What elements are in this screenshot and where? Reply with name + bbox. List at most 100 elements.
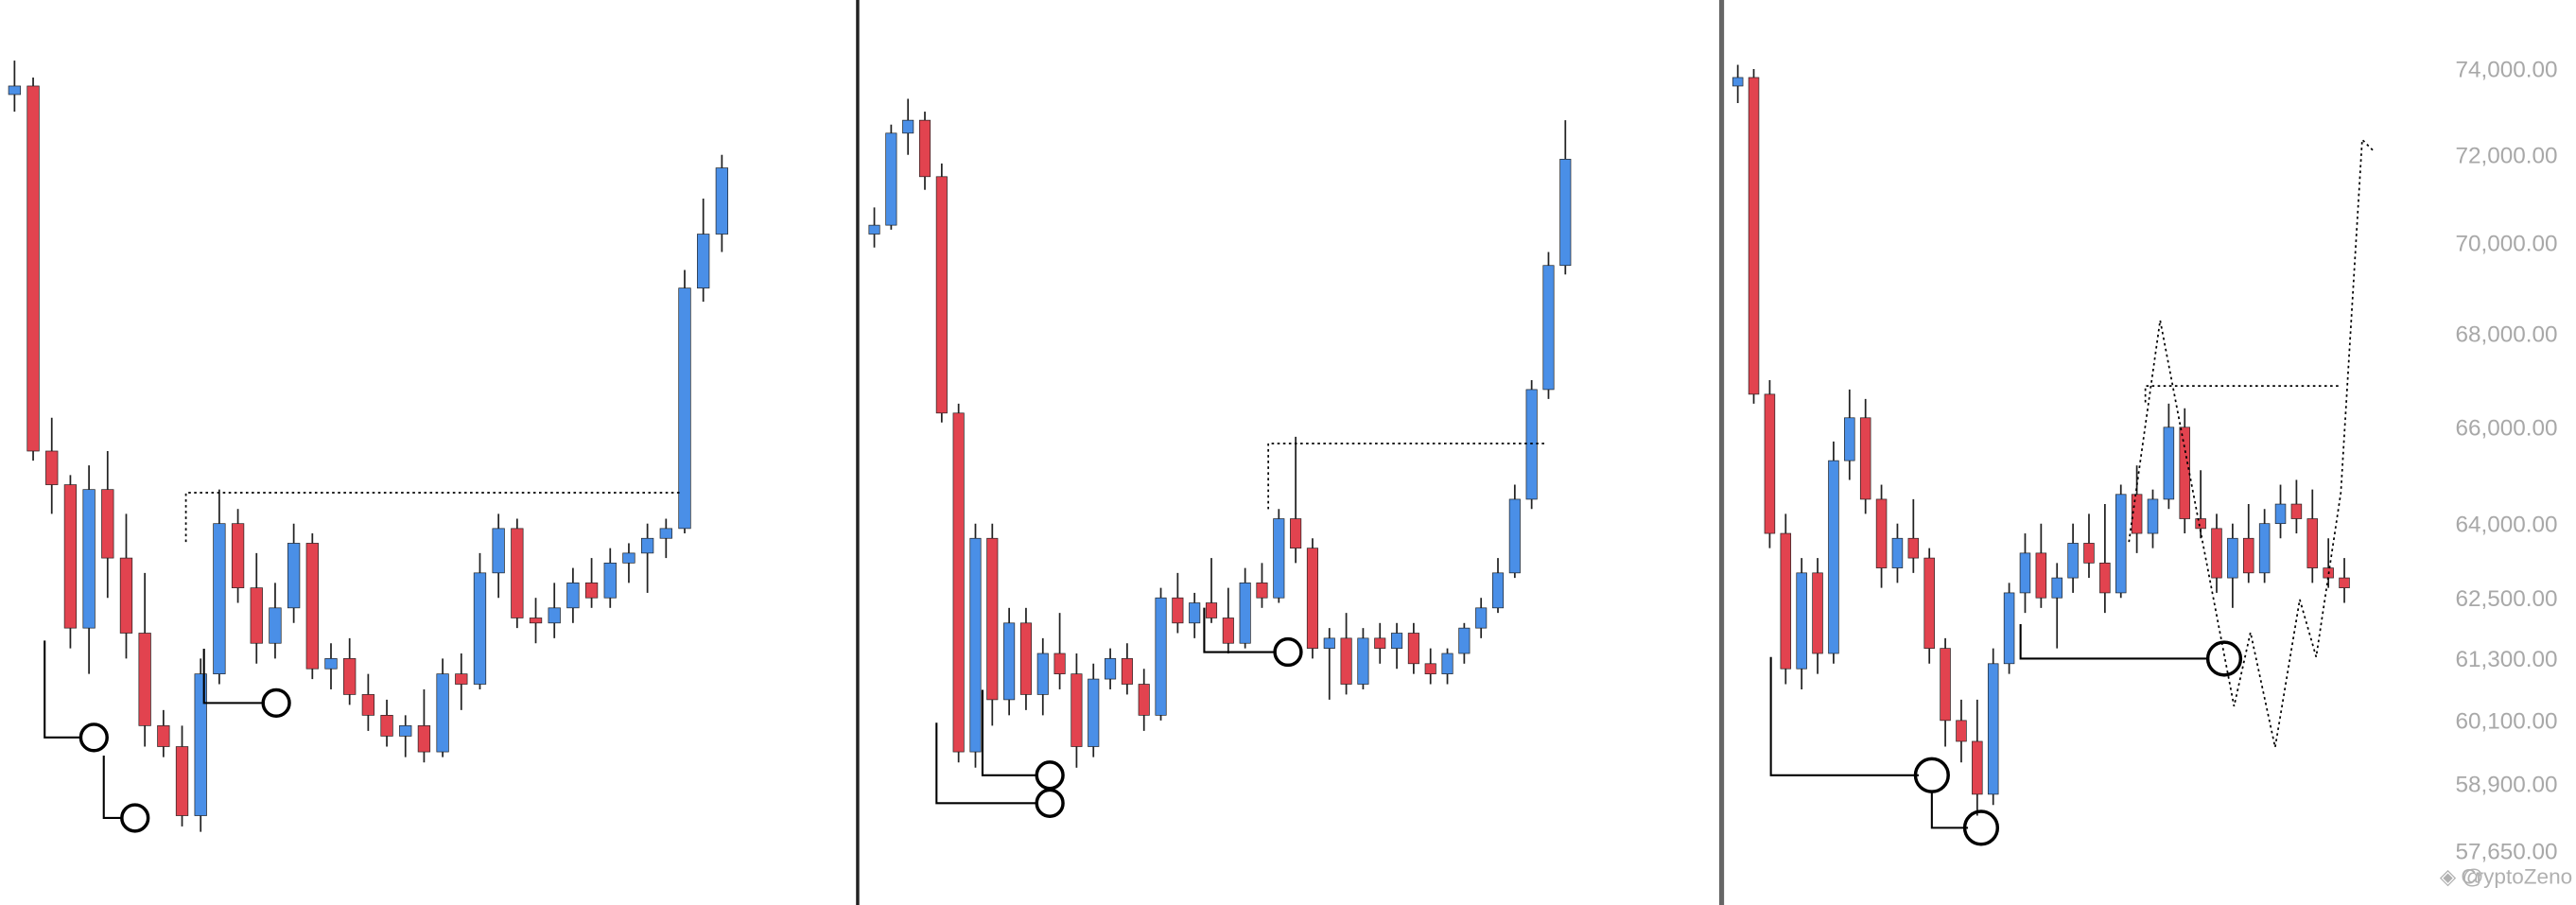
y-tick-label: 60,100.00 (2455, 709, 2557, 735)
candle-body (935, 176, 948, 414)
candle-body (2035, 552, 2047, 599)
candle-body (1458, 627, 1471, 654)
candle-body (1003, 622, 1016, 701)
annotation-dotted (184, 492, 683, 543)
candle-body (63, 484, 78, 629)
candle-body (82, 489, 96, 629)
candle-body (1972, 740, 1983, 795)
candle-body (157, 725, 170, 747)
candle-body (1105, 658, 1117, 680)
projection-path (2128, 137, 2375, 748)
candle-body (1780, 532, 1792, 670)
candle-body (1987, 663, 1999, 795)
candle-body (1053, 653, 1066, 674)
candle-body (1205, 602, 1218, 618)
candle-body (1391, 633, 1403, 649)
candle-body (1019, 622, 1033, 695)
y-tick-label: 74,000.00 (2455, 58, 2557, 83)
annotation-circle (2205, 640, 2243, 677)
candle-body (2131, 494, 2143, 534)
annotation-line (981, 689, 1037, 776)
candle-body (2274, 503, 2287, 525)
annotation-line (1203, 607, 1276, 653)
annotation-circle (1273, 636, 1303, 668)
annotation-line (1930, 792, 1969, 829)
annotation-dotted (1267, 443, 1544, 510)
candle-body (640, 537, 654, 554)
candle-body (1189, 602, 1201, 624)
annotation-circle (1035, 788, 1065, 818)
candle-body (1859, 417, 1871, 500)
candle-body (1891, 537, 1904, 568)
candle-body (715, 167, 729, 235)
candle-body (622, 552, 635, 564)
candle-body (697, 234, 710, 288)
watermark: CryptoZeno (2461, 864, 2572, 888)
candle-body (269, 607, 282, 644)
y-tick-label: 58,900.00 (2455, 772, 2557, 797)
annotations (44, 137, 2375, 846)
candle-body (119, 557, 133, 634)
candle-body (2003, 592, 2015, 665)
candle-body (1407, 633, 1419, 665)
candle-body (2290, 503, 2303, 519)
candle-body (2147, 498, 2159, 534)
candle-body (1475, 607, 1488, 629)
candle-body (1508, 498, 1521, 574)
candle-body (175, 746, 189, 816)
candle-body (2227, 537, 2238, 579)
y-tick-label: 57,650.00 (2455, 839, 2557, 864)
candle-body (918, 119, 931, 178)
candle-body (1940, 648, 1951, 722)
candle-body (2099, 562, 2111, 594)
candle-body (1222, 618, 1234, 644)
candle-body (603, 562, 617, 599)
candle-body (138, 633, 151, 726)
candle-body (2067, 543, 2079, 579)
candle-body (2243, 537, 2254, 574)
candle-body (1424, 663, 1436, 674)
candle-body (2306, 518, 2319, 568)
annotation-circle (1962, 809, 2000, 846)
candle-body (986, 537, 999, 701)
candle-body (2211, 528, 2222, 579)
candle-body (473, 572, 487, 685)
candle-body (659, 528, 672, 539)
candle-body (213, 523, 226, 674)
candle-body (2019, 552, 2031, 594)
candle-body (399, 725, 412, 737)
annotation-line (202, 649, 264, 705)
candle-body (2115, 494, 2127, 594)
candle-body (1923, 557, 1935, 649)
candle-body (1088, 678, 1100, 747)
candle-body (1812, 572, 1823, 654)
annotation-line (2019, 624, 2208, 660)
candle-body (1070, 673, 1083, 747)
candle-body (2339, 577, 2350, 588)
y-tick-label: 61,300.00 (2455, 647, 2557, 672)
candle-body (1491, 572, 1505, 609)
candle-body (101, 489, 114, 559)
annotation-circle (261, 687, 291, 718)
candle-body (1525, 389, 1538, 500)
candle-body (2195, 518, 2206, 530)
candle-body (1138, 684, 1150, 716)
candle-body (380, 715, 393, 737)
watermark-icon: ◈ @ (2440, 864, 2484, 888)
candle-body (194, 673, 207, 816)
candle-body (2163, 426, 2175, 500)
candle-body (1374, 637, 1386, 649)
candle-body (305, 543, 319, 670)
candle-body (492, 528, 505, 574)
candle-body (2258, 523, 2271, 574)
candle-body (511, 528, 524, 618)
candle-body (1875, 498, 1888, 568)
candle-body (343, 658, 357, 695)
candle-body (566, 583, 580, 609)
candle-body (250, 587, 263, 644)
annotation-line (1769, 656, 1919, 776)
candle-body (1155, 597, 1167, 716)
candle-body (324, 658, 338, 670)
candle-body (436, 673, 449, 753)
